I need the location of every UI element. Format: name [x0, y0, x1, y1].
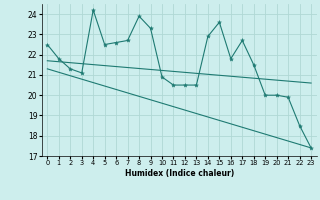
X-axis label: Humidex (Indice chaleur): Humidex (Indice chaleur): [124, 169, 234, 178]
